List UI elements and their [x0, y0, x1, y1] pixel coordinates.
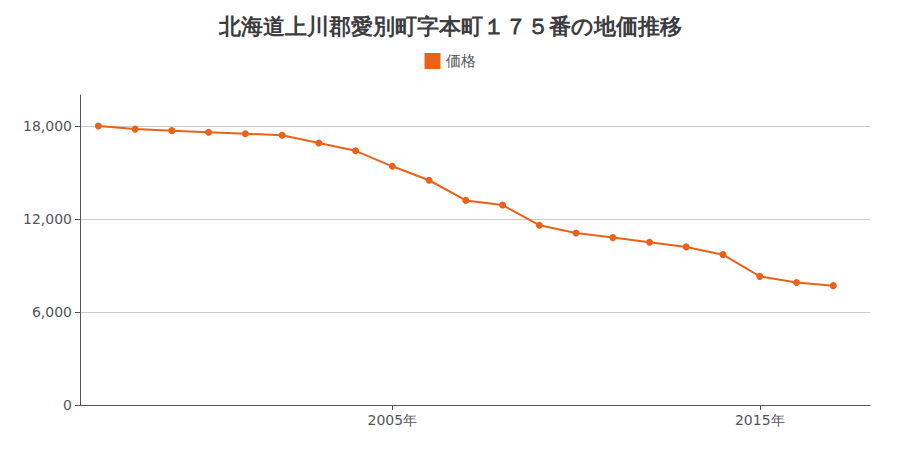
- svg-text:18,000: 18,000: [23, 118, 72, 134]
- svg-text:12,000: 12,000: [23, 211, 72, 227]
- svg-text:2005年: 2005年: [368, 412, 418, 428]
- svg-text:北海道上川郡愛別町字本町１７５番の地価推移: 北海道上川郡愛別町字本町１７５番の地価推移: [218, 14, 682, 39]
- svg-text:価格: 価格: [446, 52, 476, 70]
- svg-text:6,000: 6,000: [32, 304, 72, 320]
- svg-text:0: 0: [63, 397, 72, 413]
- svg-text:2015年: 2015年: [735, 412, 785, 428]
